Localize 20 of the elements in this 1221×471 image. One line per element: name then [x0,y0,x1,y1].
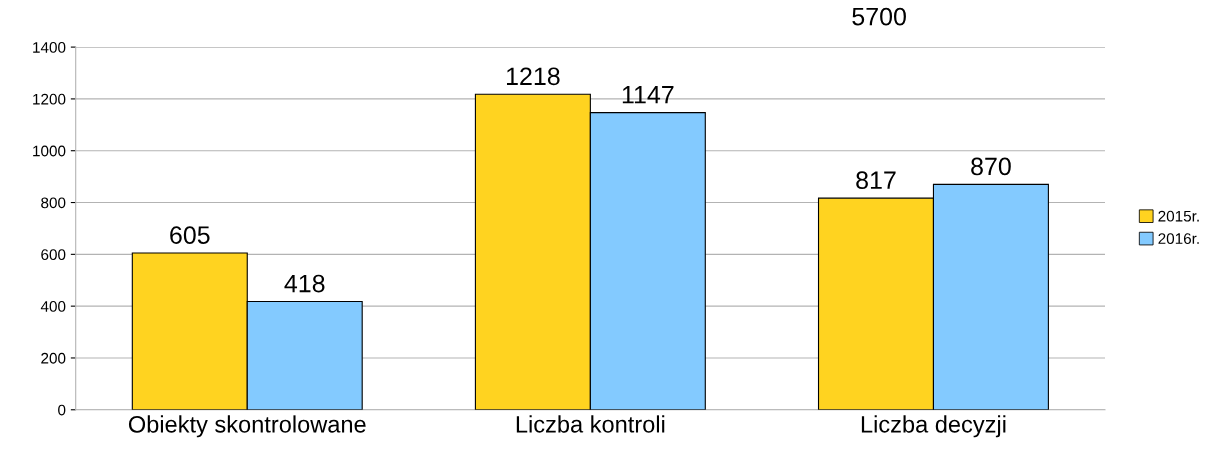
y-tick-label: 1400 [33,41,66,53]
x-tick-label: Liczba decyzji [861,415,1006,438]
data-label: 870 [971,157,1011,176]
y-tick-label: 1000 [33,145,66,157]
data-label: 817 [856,171,896,190]
data-label: 1147 [622,86,674,104]
data-label: 418 [284,274,325,293]
legend-label: 2015r. [1158,210,1199,222]
legend-label: 2016r. [1158,233,1199,245]
y-tick-label: 0 [58,404,66,416]
text: 5700 [852,7,906,26]
y-tick-label: 600 [41,249,66,261]
y-tick-label: 400 [40,301,66,312]
y-tick-label: 200 [41,352,66,364]
y-tick-label: 1200 [33,93,66,105]
x-tick-label: Liczba kontroli [516,415,665,433]
data-label: 1218 [506,67,560,86]
data-label: 605 [170,226,210,244]
x-tick-label: Obiekty skontrolowane [128,415,366,438]
y-tick-label: 800 [41,197,66,209]
